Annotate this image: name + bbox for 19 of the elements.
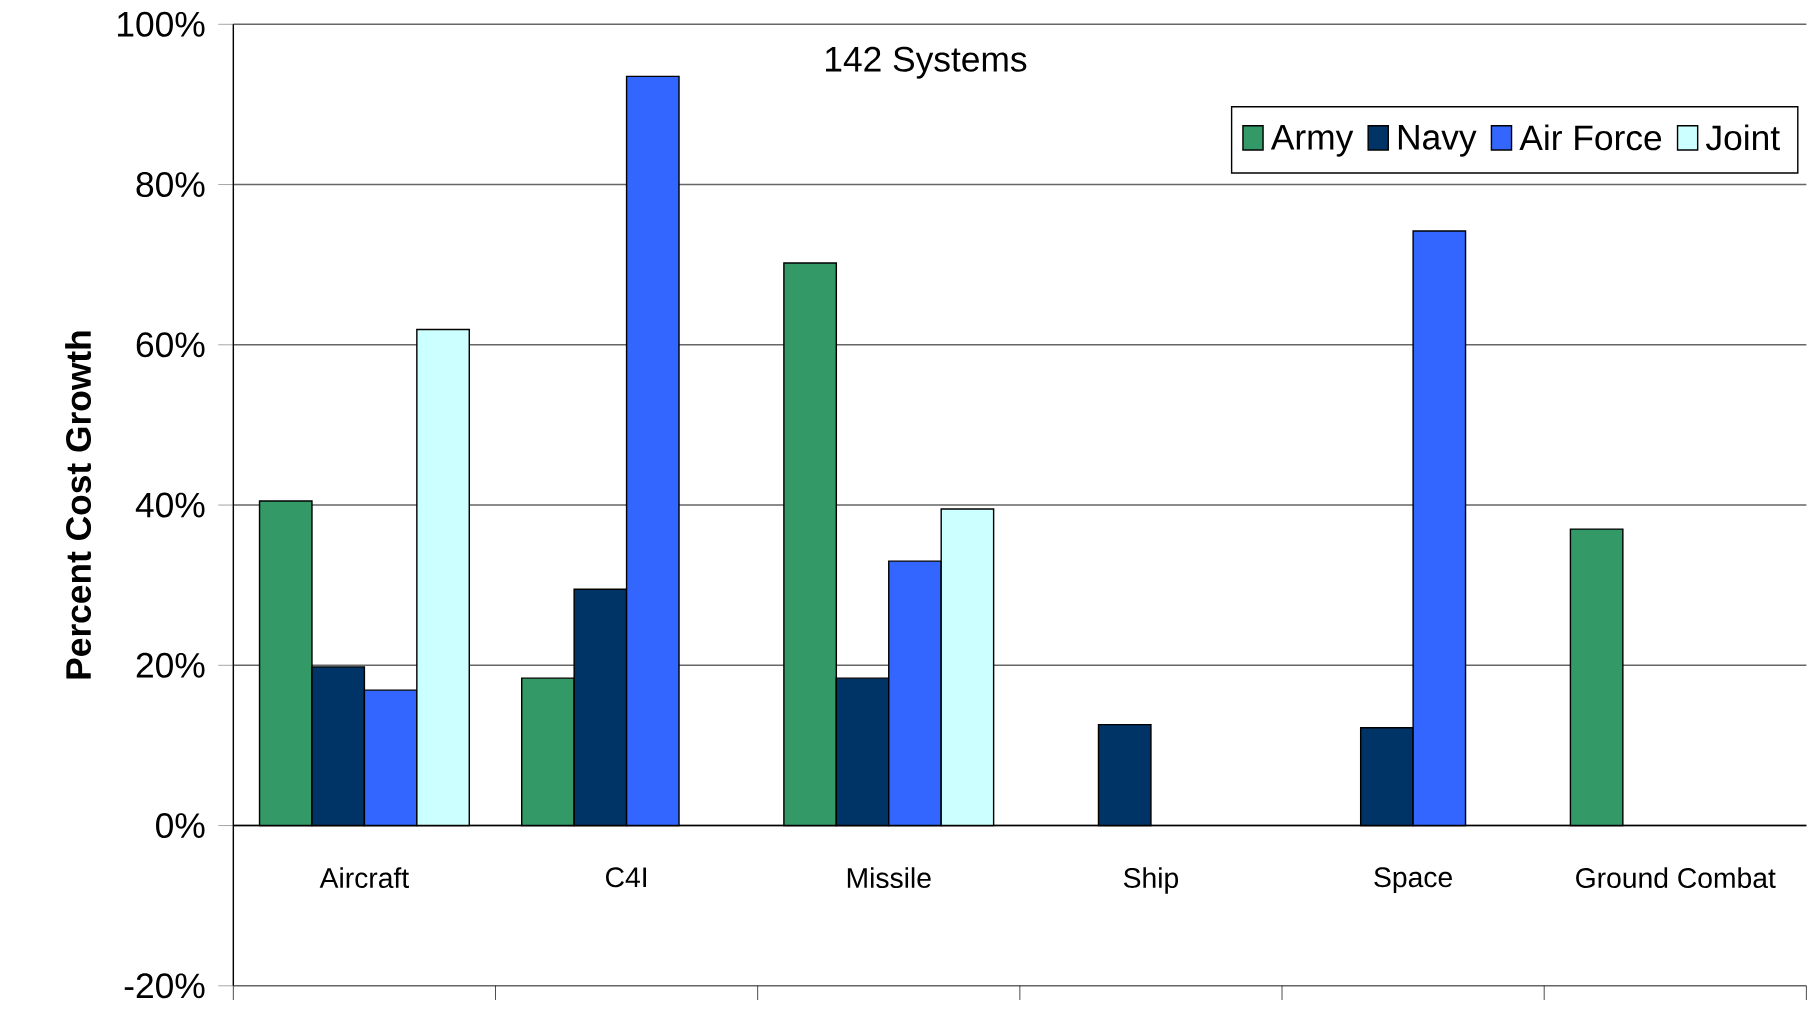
x-tick-label: Aircraft: [319, 867, 409, 888]
y-tick-label: 40%: [135, 492, 205, 518]
y-tick-label: 20%: [136, 652, 205, 678]
y-tick-label: 60%: [136, 332, 205, 358]
x-tick-label: Space: [1374, 867, 1452, 893]
y-tick-label: 0%: [156, 813, 205, 839]
y-axis-title: Percent Cost Growth: [65, 331, 92, 679]
legend-label: Air Force: [1519, 124, 1662, 151]
annotation: 142 Systems: [826, 46, 1027, 79]
x-tick-label: Ship: [1123, 867, 1179, 894]
legend-label: Navy: [1398, 124, 1477, 157]
legend-label: Joint: [1706, 124, 1780, 151]
x-tick-label: Missile: [847, 867, 931, 888]
y-tick-label: -20%: [124, 973, 205, 999]
x-tick-label: C4I: [606, 867, 646, 888]
legend-label: Army: [1270, 124, 1354, 157]
y-tick-label: 80%: [136, 172, 205, 197]
x-tick-label: Ground Combat: [1576, 867, 1776, 888]
y-tick-label: 100%: [118, 11, 205, 37]
